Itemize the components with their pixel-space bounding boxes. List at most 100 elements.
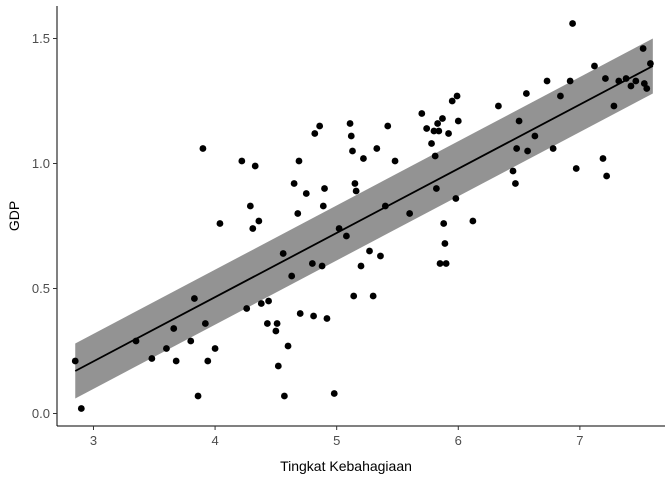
data-point (279, 250, 287, 257)
x-tick-label: 6 (455, 433, 462, 448)
data-point (350, 292, 358, 300)
data-point (569, 20, 576, 27)
data-point (591, 62, 598, 70)
data-point (172, 357, 180, 365)
data-point (515, 117, 523, 125)
data-point (469, 217, 477, 225)
data-point (610, 102, 618, 110)
x-tick-label: 3 (90, 433, 97, 448)
data-point (495, 102, 502, 110)
data-point (522, 90, 530, 97)
data-point (321, 185, 328, 192)
data-point (442, 260, 450, 267)
data-point (531, 132, 539, 140)
data-point (263, 320, 271, 327)
data-point (557, 92, 564, 100)
data-point (439, 115, 446, 122)
data-point (290, 180, 298, 187)
data-point (434, 120, 442, 127)
data-point (273, 320, 281, 327)
data-point (310, 312, 317, 320)
data-point (316, 122, 324, 130)
data-point (436, 260, 444, 267)
data-point (381, 202, 389, 210)
data-point (435, 127, 443, 135)
data-point (441, 240, 449, 247)
data-point (524, 147, 531, 155)
data-point (296, 310, 304, 317)
data-point (265, 297, 272, 305)
data-point (572, 165, 580, 172)
data-point (391, 157, 399, 165)
data-point (346, 120, 354, 127)
regression-line-layer (74, 65, 654, 372)
data-point (132, 337, 140, 345)
data-point (373, 145, 381, 152)
data-point (323, 315, 331, 322)
data-point (148, 355, 156, 362)
data-points-layer (71, 20, 654, 412)
data-point (369, 292, 377, 300)
data-point (211, 345, 219, 352)
data-point (615, 77, 623, 85)
data-point (201, 320, 209, 327)
data-point (622, 75, 630, 82)
data-point (566, 77, 574, 85)
data-point (216, 220, 224, 227)
data-point (549, 145, 557, 152)
data-point (204, 357, 212, 365)
data-point (274, 362, 282, 370)
data-point (602, 75, 609, 82)
data-point (513, 145, 521, 152)
data-point (318, 262, 326, 270)
y-tick-label: 0.0 (32, 406, 50, 421)
data-point (294, 210, 302, 217)
data-point (428, 140, 435, 147)
data-point (432, 185, 440, 192)
data-point (643, 85, 651, 92)
data-point (351, 180, 359, 187)
data-point (77, 405, 85, 412)
data-point (347, 132, 355, 140)
data-point (445, 130, 452, 137)
data-point (406, 210, 414, 217)
data-point (319, 202, 327, 210)
data-point (639, 45, 647, 52)
data-point (647, 60, 654, 67)
data-point (163, 345, 170, 352)
data-point (543, 77, 551, 85)
data-point (423, 125, 431, 132)
data-point (509, 167, 517, 175)
x-axis-title: Tingkat Kebahagiaan (280, 458, 412, 474)
data-point (187, 337, 195, 345)
data-point (366, 247, 373, 255)
data-point (360, 155, 367, 162)
data-point (238, 157, 246, 165)
data-point (308, 260, 316, 267)
x-axis: 3 4 5 6 7 (57, 425, 665, 448)
data-point (440, 220, 448, 227)
data-point (599, 155, 607, 162)
plot-panel (71, 20, 654, 412)
x-tick-label: 4 (211, 433, 218, 448)
data-point (357, 262, 365, 270)
data-point (284, 342, 292, 350)
data-point (170, 325, 178, 332)
y-tick-label: 1.5 (32, 31, 50, 46)
data-point (430, 127, 438, 135)
data-point (257, 300, 265, 307)
data-point (295, 157, 303, 165)
data-point (71, 357, 79, 365)
y-axis-title: GDP (6, 201, 22, 231)
data-point (454, 117, 462, 125)
data-point (302, 190, 310, 197)
data-point (249, 225, 257, 232)
y-tick-label: 0.5 (32, 281, 50, 296)
data-point (335, 225, 343, 232)
data-point (352, 187, 360, 195)
data-point (632, 77, 640, 85)
data-point (343, 232, 350, 240)
data-point (418, 110, 426, 117)
data-point (330, 390, 338, 397)
